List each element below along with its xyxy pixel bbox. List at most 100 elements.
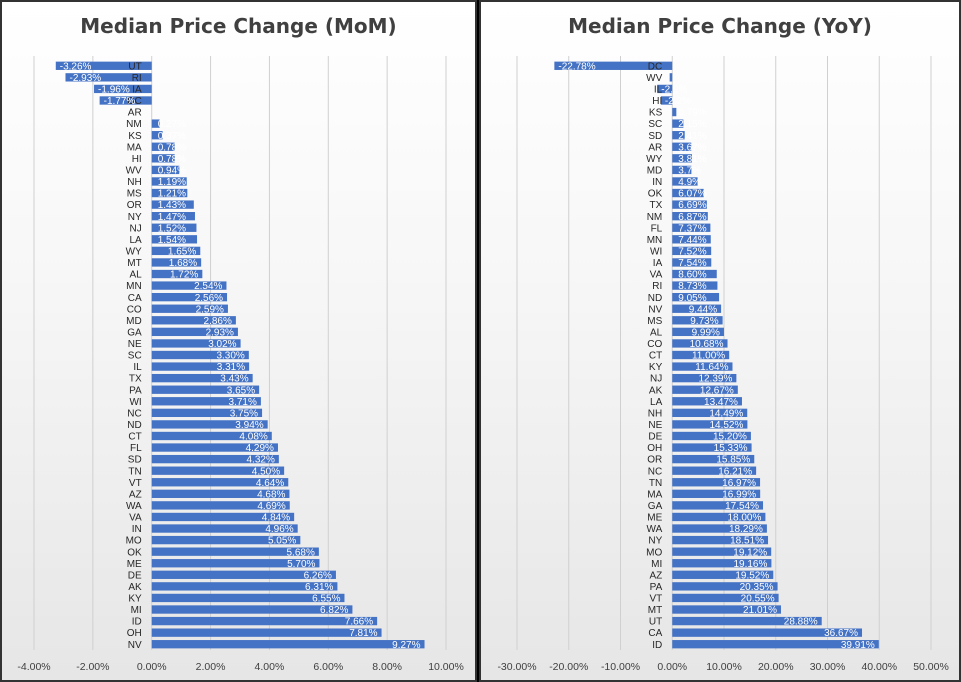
yoy-bar-ms <box>672 316 723 325</box>
yoy-category-label-az: AZ <box>649 570 662 581</box>
mom-data-label-ak: 6.31% <box>305 582 333 593</box>
mom-bar-nd <box>151 420 268 429</box>
yoy-bar-ia <box>672 258 712 267</box>
mom-category-label-me: ME <box>127 559 142 570</box>
mom-category-label-ma: MA <box>127 142 142 153</box>
mom-x-tick-label: 0.00% <box>137 661 167 673</box>
yoy-bar-ne <box>672 420 748 429</box>
yoy-chart-panel: Median Price Change (YoY) -30.00% -20.00%… <box>479 0 961 682</box>
mom-data-label-id: 7.66% <box>345 617 373 628</box>
yoy-data-label-ca: 36.67% <box>824 628 858 639</box>
yoy-category-label-ks: KS <box>649 108 663 119</box>
yoy-bar-al <box>672 327 724 337</box>
mom-data-label-tn: 4.50% <box>252 466 280 477</box>
mom-data-label-wi: 3.71% <box>229 397 257 408</box>
mom-bar-ky <box>151 593 345 603</box>
mom-category-label-sc: SC <box>128 351 142 362</box>
mom-category-label-mn: MN <box>126 281 142 292</box>
mom-bar-vt <box>151 478 289 487</box>
yoy-category-label-il: IL <box>654 85 663 96</box>
yoy-category-label-wa: WA <box>647 524 663 535</box>
mom-category-label-ga: GA <box>127 327 142 338</box>
mom-category-label-mi: MI <box>131 605 142 616</box>
mom-bar-nv <box>151 640 425 649</box>
yoy-bar-in <box>672 177 698 186</box>
mom-bar-il <box>151 362 250 371</box>
mom-bar-ms <box>151 188 188 198</box>
mom-x-tick-label: -4.00% <box>17 661 50 673</box>
yoy-data-label-nd: 9.05% <box>678 293 706 304</box>
mom-bar-mn <box>151 281 227 290</box>
mom-category-label-ak: AK <box>128 582 142 593</box>
yoy-category-label-mt: MT <box>648 605 662 616</box>
yoy-chart-title: Median Price Change (YoY) <box>568 14 872 38</box>
mom-data-label-ct: 4.08% <box>239 432 267 443</box>
mom-category-label-ks: KS <box>128 131 142 142</box>
mom-category-label-wa: WA <box>126 501 142 512</box>
yoy-data-label-ga: 17.54% <box>725 501 759 512</box>
yoy-category-label-fl: FL <box>651 223 663 234</box>
mom-category-label-ia: IA <box>132 85 142 96</box>
yoy-category-label-tx: TX <box>649 200 662 211</box>
mom-bar-mi <box>151 605 353 614</box>
yoy-data-label-fl: 7.37% <box>678 223 706 234</box>
yoy-data-label-nv: 9.44% <box>689 304 717 315</box>
yoy-bar-ok <box>672 188 704 198</box>
mom-data-label-oh: 7.81% <box>349 628 377 639</box>
mom-data-label-mo: 5.05% <box>268 536 296 547</box>
mom-category-label-la: LA <box>129 235 142 246</box>
mom-bar-fl <box>151 443 278 452</box>
yoy-data-label-de: 15.20% <box>713 432 747 443</box>
mom-bar-wi <box>151 397 261 406</box>
mom-x-tick-label: 8.00% <box>372 661 402 673</box>
mom-category-label-ut: UT <box>128 61 141 72</box>
mom-category-label-mt: MT <box>127 258 141 269</box>
mom-category-label-ca: CA <box>128 293 142 304</box>
yoy-category-label-nm: NM <box>647 212 663 223</box>
yoy-bar-ct <box>672 350 730 360</box>
yoy-x-tick-label: 30.00% <box>810 661 846 673</box>
mom-bar-nm <box>151 119 160 128</box>
yoy-bar-nh <box>672 408 748 418</box>
yoy-data-label-wi: 7.52% <box>678 246 706 257</box>
mom-category-label-id: ID <box>132 617 142 628</box>
yoy-data-label-ct: 11.00% <box>692 351 725 362</box>
yoy-bar-ks <box>672 107 677 117</box>
mom-data-label-ga: 2.93% <box>206 327 234 338</box>
yoy-category-label-ri: RI <box>652 281 662 292</box>
yoy-x-tick-label: -30.00% <box>497 661 536 673</box>
yoy-category-label-or: OR <box>647 455 662 466</box>
mom-data-label-fl: 4.29% <box>246 443 274 454</box>
yoy-data-label-vt: 20.55% <box>741 594 775 605</box>
mom-data-label-ca: 2.56% <box>195 293 223 304</box>
mom-data-label-az: 4.68% <box>257 489 285 500</box>
yoy-category-label-me: ME <box>647 513 662 524</box>
yoy-category-label-ct: CT <box>649 351 662 362</box>
yoy-data-label-ma: 16.99% <box>722 489 756 500</box>
mom-category-label-wv: WV <box>126 166 142 177</box>
mom-bar-ma <box>151 142 175 151</box>
yoy-category-label-dc: DC <box>648 61 662 72</box>
yoy-bar-il <box>657 84 673 94</box>
yoy-category-label-nh: NH <box>648 408 662 419</box>
mom-bar-dc <box>99 96 152 105</box>
yoy-bar-ma <box>672 489 761 498</box>
mom-bar-hi <box>151 154 175 163</box>
mom-bar-co <box>151 304 228 313</box>
mom-category-label-ne: NE <box>128 339 142 350</box>
mom-chart-title: Median Price Change (MoM) <box>80 14 397 38</box>
yoy-bar-la <box>672 397 742 406</box>
mom-data-label-ks: 0.37% <box>158 131 186 142</box>
yoy-data-label-ms: 9.73% <box>690 316 718 327</box>
yoy-category-label-co: CO <box>647 339 662 350</box>
mom-data-label-ut: -3.26% <box>60 61 92 72</box>
yoy-data-label-tx: 6.69% <box>678 200 706 211</box>
mom-category-label-de: DE <box>128 570 142 581</box>
mom-data-label-al: 1.72% <box>170 270 198 281</box>
yoy-bar-wa <box>672 524 767 533</box>
mom-data-label-nd: 3.94% <box>235 420 263 431</box>
mom-category-label-ms: MS <box>127 189 142 200</box>
mom-category-label-hi: HI <box>132 154 142 165</box>
yoy-bar-dc <box>554 61 673 70</box>
yoy-category-label-ga: GA <box>648 501 663 512</box>
